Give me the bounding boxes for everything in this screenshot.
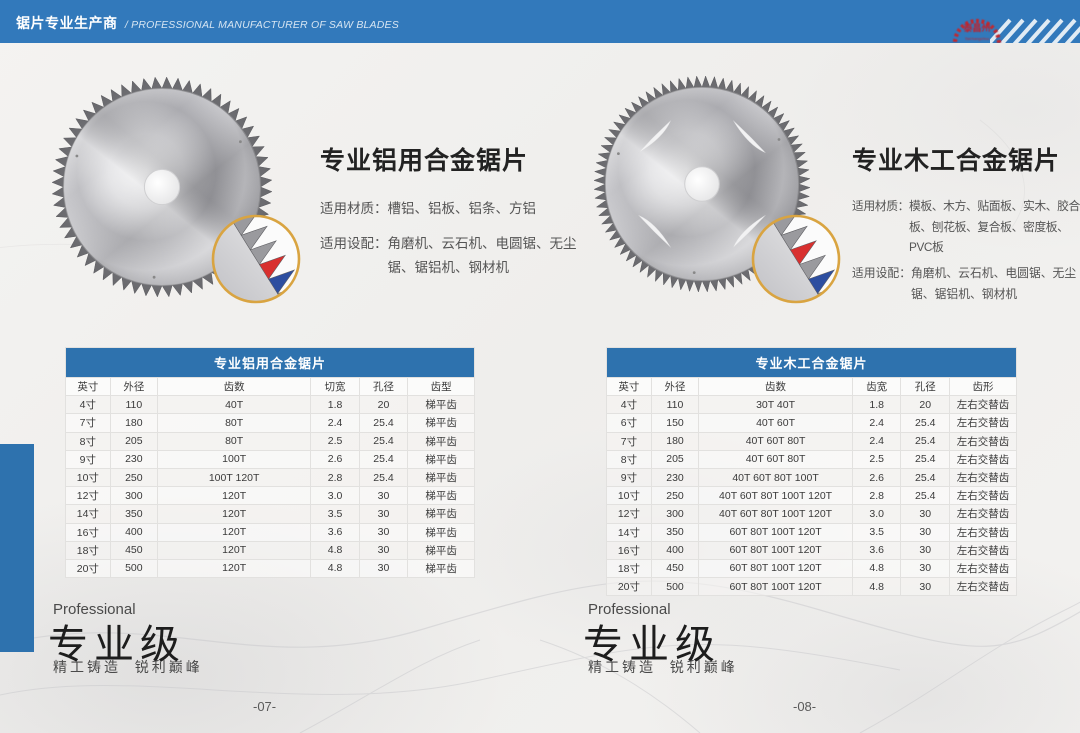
svg-text:Taichangzhou: Taichangzhou xyxy=(965,36,991,41)
svg-text:泰昌州: 泰昌州 xyxy=(962,22,990,33)
